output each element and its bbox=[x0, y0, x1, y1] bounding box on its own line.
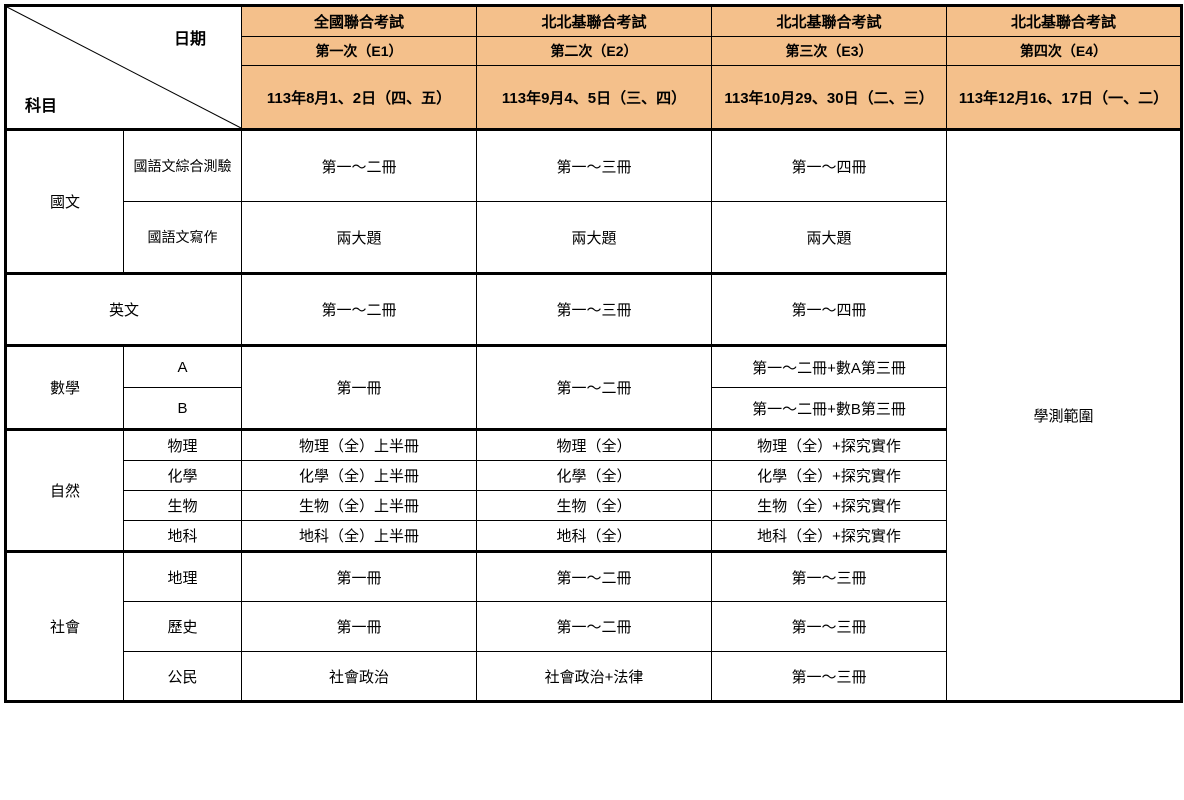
chinese-1-e1: 第一～二冊 bbox=[242, 130, 477, 202]
english-e3: 第一～四冊 bbox=[712, 274, 947, 346]
sci-sub-earth: 地科 bbox=[124, 521, 242, 552]
sci-phys-e3: 物理（全）+探究實作 bbox=[712, 430, 947, 461]
soc-hist-e3: 第一～三冊 bbox=[712, 602, 947, 652]
sci-earth-e1: 地科（全）上半冊 bbox=[242, 521, 477, 552]
row-chinese-1: 國文 國語文綜合測驗 第一～二冊 第一～三冊 第一～四冊 學測範圍 bbox=[6, 130, 1182, 202]
diag-label-subject: 科目 bbox=[25, 92, 57, 116]
sci-chem-e1: 化學（全）上半冊 bbox=[242, 461, 477, 491]
sci-phys-e2: 物理（全） bbox=[477, 430, 712, 461]
chinese-2-e3: 兩大題 bbox=[712, 202, 947, 274]
exam-date-3: 113年10月29、30日（二、三） bbox=[712, 66, 947, 130]
diagonal-header: 日期 科目 bbox=[6, 6, 242, 130]
sci-sub-phys: 物理 bbox=[124, 430, 242, 461]
subject-chinese: 國文 bbox=[6, 130, 124, 274]
chinese-1-e3: 第一～四冊 bbox=[712, 130, 947, 202]
header-row-titles: 日期 科目 全國聯合考試 北北基聯合考試 北北基聯合考試 北北基聯合考試 bbox=[6, 6, 1182, 37]
diag-label-date: 日期 bbox=[174, 25, 206, 49]
subject-math: 數學 bbox=[6, 346, 124, 430]
english-e1: 第一～二冊 bbox=[242, 274, 477, 346]
sci-earth-e3: 地科（全）+探究實作 bbox=[712, 521, 947, 552]
chinese-2-e1: 兩大題 bbox=[242, 202, 477, 274]
e4-merged: 學測範圍 bbox=[947, 130, 1182, 702]
exam-sub-2: 第二次（E2） bbox=[477, 37, 712, 66]
soc-civ-e2: 社會政治+法律 bbox=[477, 652, 712, 702]
exam-sub-3: 第三次（E3） bbox=[712, 37, 947, 66]
exam-date-2: 113年9月4、5日（三、四） bbox=[477, 66, 712, 130]
exam-schedule-table: 日期 科目 全國聯合考試 北北基聯合考試 北北基聯合考試 北北基聯合考試 第一次… bbox=[4, 4, 1183, 703]
exam-title-2: 北北基聯合考試 bbox=[477, 6, 712, 37]
soc-sub-hist: 歷史 bbox=[124, 602, 242, 652]
sci-chem-e2: 化學（全） bbox=[477, 461, 712, 491]
soc-sub-geo: 地理 bbox=[124, 552, 242, 602]
exam-date-1: 113年8月1、2日（四、五） bbox=[242, 66, 477, 130]
soc-geo-e1: 第一冊 bbox=[242, 552, 477, 602]
sci-bio-e2: 生物（全） bbox=[477, 491, 712, 521]
soc-hist-e2: 第一～二冊 bbox=[477, 602, 712, 652]
subject-english: 英文 bbox=[6, 274, 242, 346]
exam-title-3: 北北基聯合考試 bbox=[712, 6, 947, 37]
chinese-1-e2: 第一～三冊 bbox=[477, 130, 712, 202]
soc-sub-civ: 公民 bbox=[124, 652, 242, 702]
chinese-sub-2: 國語文寫作 bbox=[124, 202, 242, 274]
subject-social: 社會 bbox=[6, 552, 124, 702]
chinese-2-e2: 兩大題 bbox=[477, 202, 712, 274]
math-sub-b: B bbox=[124, 388, 242, 430]
sci-phys-e1: 物理（全）上半冊 bbox=[242, 430, 477, 461]
sci-sub-bio: 生物 bbox=[124, 491, 242, 521]
sci-chem-e3: 化學（全）+探究實作 bbox=[712, 461, 947, 491]
sci-sub-chem: 化學 bbox=[124, 461, 242, 491]
exam-title-4: 北北基聯合考試 bbox=[947, 6, 1182, 37]
exam-date-4: 113年12月16、17日（一、二） bbox=[947, 66, 1182, 130]
sci-bio-e1: 生物（全）上半冊 bbox=[242, 491, 477, 521]
soc-hist-e1: 第一冊 bbox=[242, 602, 477, 652]
math-sub-a: A bbox=[124, 346, 242, 388]
soc-civ-e1: 社會政治 bbox=[242, 652, 477, 702]
sci-earth-e2: 地科（全） bbox=[477, 521, 712, 552]
math-a-e3: 第一～二冊+數A第三冊 bbox=[712, 346, 947, 388]
math-e1: 第一冊 bbox=[242, 346, 477, 430]
english-e2: 第一～三冊 bbox=[477, 274, 712, 346]
soc-geo-e2: 第一～二冊 bbox=[477, 552, 712, 602]
math-b-e3: 第一～二冊+數B第三冊 bbox=[712, 388, 947, 430]
subject-science: 自然 bbox=[6, 430, 124, 552]
exam-sub-4: 第四次（E4） bbox=[947, 37, 1182, 66]
soc-civ-e3: 第一～三冊 bbox=[712, 652, 947, 702]
chinese-sub-1: 國語文綜合測驗 bbox=[124, 130, 242, 202]
exam-title-1: 全國聯合考試 bbox=[242, 6, 477, 37]
exam-sub-1: 第一次（E1） bbox=[242, 37, 477, 66]
math-e2: 第一～二冊 bbox=[477, 346, 712, 430]
soc-geo-e3: 第一～三冊 bbox=[712, 552, 947, 602]
sci-bio-e3: 生物（全）+探究實作 bbox=[712, 491, 947, 521]
